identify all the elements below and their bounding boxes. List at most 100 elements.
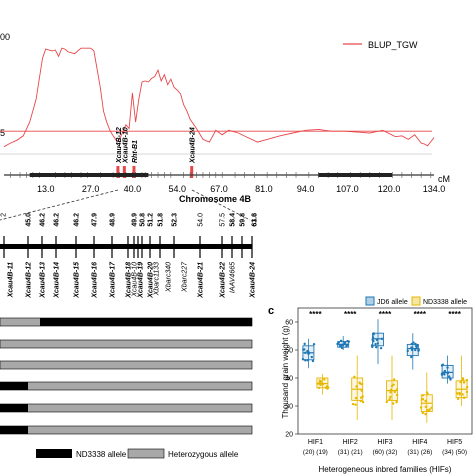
marker-position-label: 59.8 xyxy=(240,213,247,227)
chromosome-tick-label: 67.0 xyxy=(210,184,228,194)
marker-position-label: 46.2 xyxy=(40,213,47,227)
marker-name: Xcau4B-18 xyxy=(126,262,133,299)
box-point xyxy=(312,342,316,346)
box-point xyxy=(310,355,313,359)
box-point xyxy=(353,375,356,378)
nd3338-box-legend-label: ND3338 allele xyxy=(423,299,467,306)
box-point xyxy=(414,342,417,346)
marker-map-bar xyxy=(0,244,252,249)
marker-name: Xcau4B-12 xyxy=(26,262,33,299)
box-point xyxy=(304,359,307,362)
box-point xyxy=(417,349,420,352)
box-point xyxy=(443,369,447,373)
marker-name: Xcau4B-24 xyxy=(250,262,257,299)
box-point xyxy=(424,405,428,409)
box-point xyxy=(465,378,469,382)
box-point xyxy=(307,352,310,356)
marker-name: Xcau4B-16 xyxy=(92,262,99,299)
marker-names: Xcau4B-11 Xcau4B-12 Xcau4B-13 Xcau4B-14 Xcau… xyxy=(8,261,257,299)
box-point xyxy=(392,378,396,381)
marker-position-label: 45.0 xyxy=(26,213,33,227)
marker-position-label: 49.9 xyxy=(132,213,139,227)
box-point xyxy=(320,380,323,383)
chromosome-tick-label: 40.0 xyxy=(124,184,142,194)
nd3338-legend-label: ND3338 allele xyxy=(76,450,127,459)
nd3338-legend-swatch xyxy=(36,449,72,458)
chromosome-dense-segment xyxy=(318,173,393,177)
genotype-row-bar xyxy=(0,425,253,435)
zoom-line-right xyxy=(191,189,251,221)
box-point xyxy=(406,349,409,353)
zoom-line-left xyxy=(0,189,119,221)
genotype-nd3338-segment xyxy=(40,318,252,326)
het-legend-swatch xyxy=(127,448,165,459)
marker-position-label: 61.3 xyxy=(252,213,259,227)
het-legend-label: Heterozygous allele xyxy=(168,450,239,459)
box-point xyxy=(428,408,431,411)
marker-name: Xcau4B-10 xyxy=(132,262,139,298)
significance-label: **** xyxy=(344,310,357,319)
box-point xyxy=(370,344,374,347)
box-point xyxy=(458,391,461,395)
significance-label: **** xyxy=(414,310,427,319)
genotype-row-bar xyxy=(0,381,253,391)
box-point xyxy=(456,397,460,401)
box-point xyxy=(462,396,466,400)
box-point xyxy=(415,346,418,350)
group-label: HIF1 xyxy=(308,439,323,446)
nd3338-box-legend-swatch xyxy=(411,296,421,306)
marker-name: Xcau4B-20 xyxy=(148,262,155,299)
genotype-nd3338-segment xyxy=(0,426,28,434)
significance-label: **** xyxy=(448,310,461,319)
box-point xyxy=(440,372,444,375)
group-label: HIF2 xyxy=(343,439,358,446)
group-count-label: (60) (32) xyxy=(373,449,398,456)
marker-map-ticks xyxy=(3,236,253,258)
marker-position-label: 51.2 xyxy=(148,213,155,227)
panel-c-y-ticks: 20 30 40 50 60 xyxy=(285,320,298,439)
box-point xyxy=(465,385,469,389)
genotype-bars xyxy=(0,317,253,435)
chromosome-tick-labels: 13.0 27.0 40.0 54.0 67.0 81.0 94.0 107.0 120.0 13… xyxy=(37,184,445,194)
lod-panel: 00 5 BLUP_TGW Xcau4B-12 Xcau4B-10 Rht-B1 Xc… xyxy=(0,32,450,221)
panel-c-legend: JD6 allele ND3338 allele xyxy=(365,296,467,306)
chromosome-bar: 13.0 27.0 40.0 54.0 67.0 81.0 94.0 107.0 120.0 13… xyxy=(4,172,450,204)
marker-name: Xcau4B-22 xyxy=(220,262,227,299)
box-point xyxy=(371,336,375,339)
box-point xyxy=(410,348,414,352)
box-point xyxy=(376,342,380,345)
box-point xyxy=(389,391,392,394)
lod-curve xyxy=(3,47,435,148)
marker-position-label: 57.5 xyxy=(220,213,227,227)
box-point xyxy=(354,396,358,400)
chromosome-tick-label: 13.0 xyxy=(37,184,55,194)
marker-position-label: 2 xyxy=(1,213,8,217)
chromosome-title: Chromosome 4B xyxy=(179,194,252,204)
box-point xyxy=(461,377,465,380)
genotype-nd3338-segment xyxy=(0,404,28,412)
box-point xyxy=(316,382,319,385)
box-point xyxy=(346,339,349,343)
marker-name: Xcau4B-11 xyxy=(8,262,15,298)
box-point xyxy=(351,402,355,406)
marker-name: Xcau4B-14 xyxy=(54,262,61,299)
box-point xyxy=(421,394,425,397)
box-point xyxy=(456,392,459,395)
qtl-peak-marker xyxy=(190,166,194,178)
box-point xyxy=(447,371,450,374)
marker-name: Xbarc340 xyxy=(166,262,173,293)
marker-name: Xcau4B-17 xyxy=(110,261,117,299)
box-point xyxy=(440,364,444,367)
chromosome-dense-segment xyxy=(29,173,149,177)
marker-position-label: 46.2 xyxy=(54,213,61,227)
marker-position-label: 52.3 xyxy=(172,213,179,227)
box-point xyxy=(303,342,306,346)
group-count-label: (31) (26) xyxy=(407,449,432,456)
box-point xyxy=(446,366,449,369)
box-point xyxy=(345,345,348,348)
lod-top-label: 00 xyxy=(0,32,10,42)
jd6-legend-swatch xyxy=(365,296,375,306)
box-point xyxy=(426,392,429,396)
box-point xyxy=(410,342,413,346)
box-point xyxy=(414,348,417,352)
